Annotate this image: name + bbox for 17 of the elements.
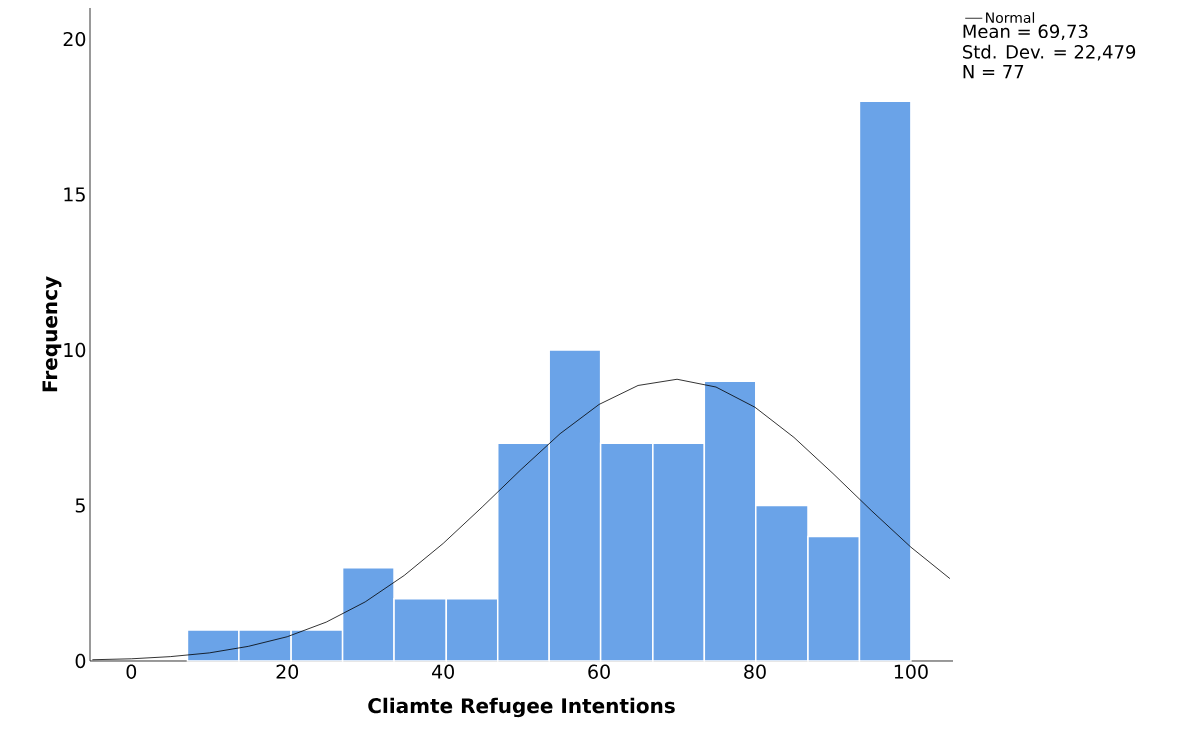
x-tick-label: 20	[276, 664, 299, 679]
y-tick-label: 5	[75, 498, 85, 513]
y-axis-title: Frequency	[42, 276, 62, 392]
x-tick-label: 80	[744, 664, 766, 679]
x-axis-title: Cliamte Refugee Intentions	[368, 697, 675, 718]
x-tick-label: 60	[588, 664, 610, 679]
text: N = 77	[963, 65, 1024, 79]
text: Std. Dev. = 22,479	[963, 44, 1136, 61]
x-tick-label: 0	[126, 664, 137, 679]
y-tick-label: 20	[63, 31, 86, 47]
text: Mean = 69,73	[963, 24, 1088, 40]
y-tick-label: 10	[64, 342, 86, 358]
x-tick-label: 100	[894, 664, 928, 679]
legend-label: Normal	[986, 12, 1035, 24]
y-tick-label: 15	[64, 187, 85, 202]
y-tick-label: 0	[75, 653, 86, 669]
x-tick-label: 40	[432, 664, 454, 679]
